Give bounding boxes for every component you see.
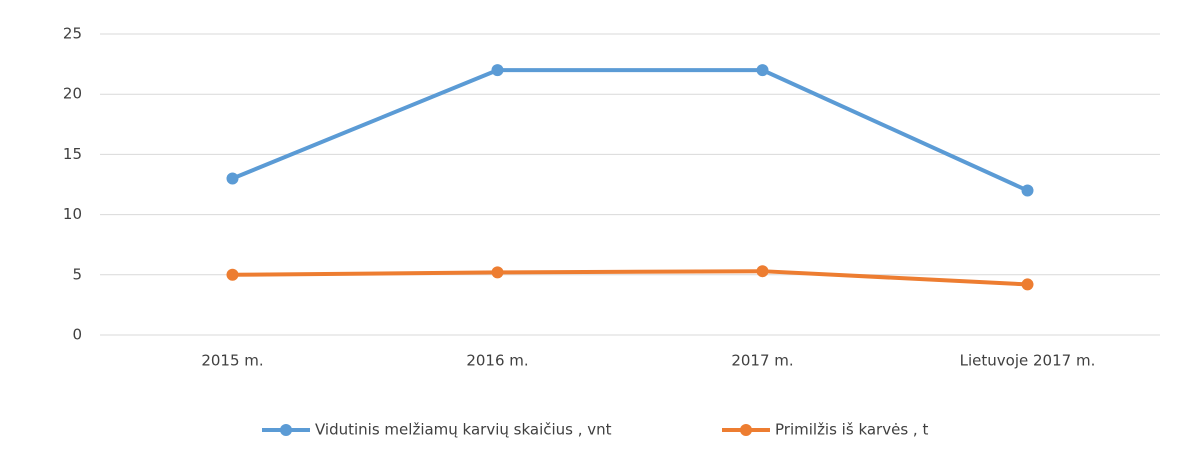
data-point: [226, 172, 239, 185]
data-point: [491, 64, 504, 77]
data-point: [756, 265, 769, 278]
data-point: [226, 268, 239, 281]
data-point: [491, 266, 504, 279]
data-point: [1021, 278, 1034, 291]
legend-marker: [280, 424, 292, 436]
y-tick-label: 15: [63, 145, 82, 163]
y-tick-label: 10: [63, 205, 82, 223]
data-point: [756, 64, 769, 77]
y-tick-label: 5: [72, 265, 82, 283]
legend-marker: [740, 424, 752, 436]
data-point: [1021, 184, 1034, 197]
legend-label: Primilžis iš karvės , t: [775, 421, 928, 439]
x-tick-label: 2016 m.: [466, 352, 528, 370]
y-tick-label: 20: [63, 85, 82, 103]
x-tick-label: Lietuvoje 2017 m.: [960, 352, 1096, 370]
y-tick-label: 0: [72, 326, 82, 344]
legend-label: Vidutinis melžiamų karvių skaičius , vnt: [315, 421, 612, 439]
y-tick-label: 25: [63, 25, 82, 43]
series-line: [232, 269, 1028, 287]
x-tick-label: 2017 m.: [731, 352, 793, 370]
series-line: [231, 68, 1029, 193]
x-tick-label: 2015 m.: [201, 352, 263, 370]
